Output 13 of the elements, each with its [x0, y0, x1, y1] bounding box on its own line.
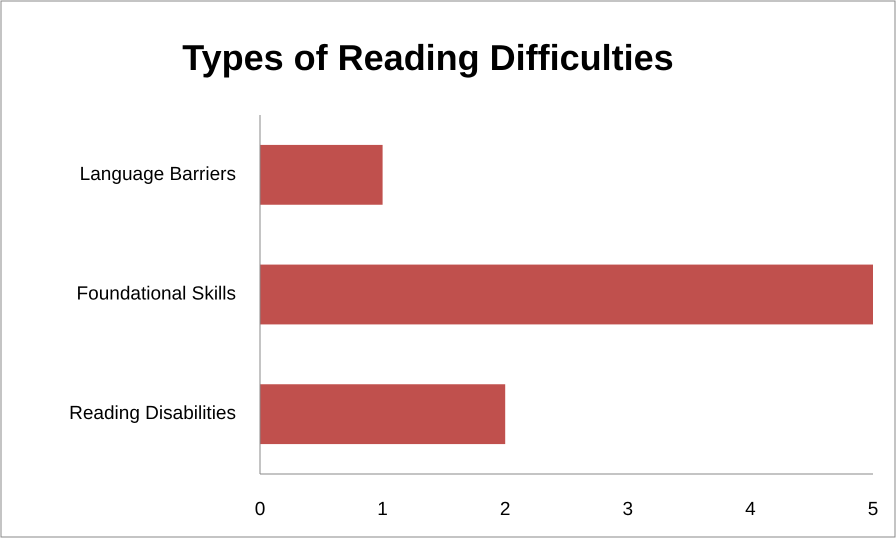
x-tick-label: 1 [377, 499, 388, 520]
x-tick-label: 5 [868, 499, 878, 520]
x-tick-label: 4 [745, 499, 756, 520]
y-tick-label: Language Barriers [80, 164, 236, 185]
bar [260, 264, 873, 324]
x-tick-label: 2 [500, 499, 510, 520]
bar [260, 144, 383, 205]
chart-title: Types of Reading Difficulties [182, 37, 674, 78]
y-tick-label: Foundational Skills [76, 284, 236, 305]
x-tick-label: 3 [622, 499, 634, 520]
y-tick-label: Reading Disabilities [69, 403, 236, 424]
x-tick-label: 0 [254, 499, 266, 520]
bar [260, 384, 506, 444]
